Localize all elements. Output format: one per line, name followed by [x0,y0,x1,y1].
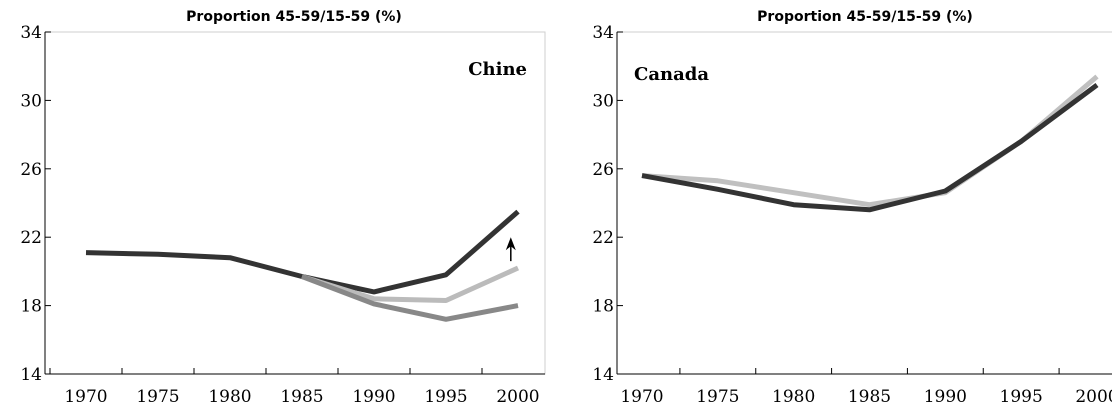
y-tick-label: 26 [592,160,614,180]
y-tick-label: 18 [592,297,614,317]
y-tick-label: 22 [20,228,42,248]
y-tick-label: 34 [592,23,614,43]
x-tick-label: 1970 [620,387,663,407]
series-line-2 [641,82,1099,213]
series-line-1 [85,209,520,295]
x-tick-label: 1975 [696,387,739,407]
arrow-head-icon [505,237,516,251]
x-tick-label: 1980 [208,387,251,407]
y-tick-label: 26 [20,160,42,180]
x-tick-label: 1990 [352,387,395,407]
series-group [641,74,1099,213]
x-tick-label: 1985 [848,387,891,407]
x-tick-label: 2000 [496,387,539,407]
y-tick-label: 14 [20,365,42,385]
x-tick-label: 1995 [424,387,467,407]
x-tick-label: 1980 [772,387,815,407]
y-tick-label: 18 [20,297,42,317]
y-tick-label: 30 [20,91,42,111]
chart-title: Proportion 45-59/15-59 (%) [186,9,402,25]
x-tick-label: 2000 [1075,387,1112,407]
country-label: Canada [634,64,709,85]
x-tick-label: 1985 [280,387,323,407]
country-label: Chine [468,59,527,80]
plot-frame [44,31,546,375]
axis-ticks: 14 18 22 26 30 34 1970 1975 1980 1985 1990 1995 2000 [592,23,1112,407]
chart-title: Proportion 45-59/15-59 (%) [757,9,973,25]
y-tick-label: 30 [592,91,614,111]
series-line-3 [301,274,519,322]
axis-ticks: 14 18 22 26 30 34 1970 1975 1980 1985 1990 1995 2000 [20,23,539,407]
y-tick-label: 34 [20,23,42,43]
chart-canada: Proportion 45-59/15-59 (%) Canada 14 18 22… [592,9,1112,407]
x-tick-label: 1990 [924,387,967,407]
y-tick-label: 22 [592,228,614,248]
y-tick-label: 14 [592,365,614,385]
series-group [85,209,520,322]
x-tick-label: 1970 [64,387,107,407]
x-tick-label: 1975 [136,387,179,407]
x-tick-label: 1995 [1000,387,1043,407]
chart-chine: Proportion 45-59/15-59 (%) Chine 14 18 22 2… [20,9,546,407]
